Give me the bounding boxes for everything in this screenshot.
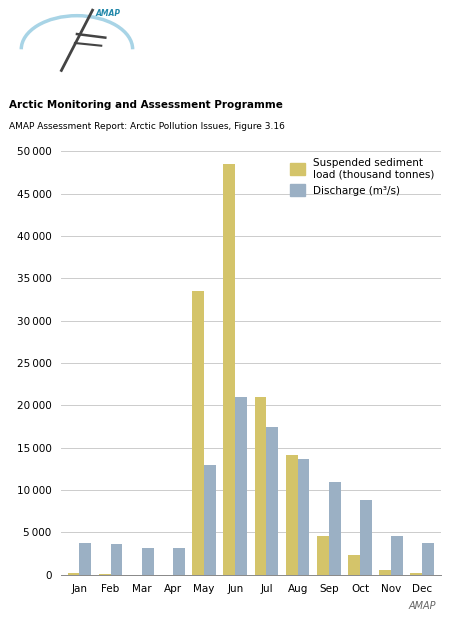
Bar (317, 536, 329, 575)
Bar (410, 573, 422, 575)
Bar (360, 500, 372, 575)
Bar (391, 536, 403, 575)
Bar (80, 543, 91, 575)
Text: AMAP: AMAP (409, 601, 436, 611)
Text: AMAP: AMAP (95, 9, 120, 18)
Bar (255, 397, 266, 575)
Bar (348, 555, 360, 575)
Bar (204, 465, 216, 575)
Bar (422, 543, 434, 575)
Bar (99, 574, 111, 575)
Bar (68, 573, 80, 575)
Bar (235, 397, 247, 575)
Legend: Suspended sediment
load (thousand tonnes), Discharge (m³/s): Suspended sediment load (thousand tonnes… (286, 153, 439, 200)
Bar (192, 291, 204, 575)
Bar (224, 164, 235, 575)
Bar (142, 548, 153, 575)
Bar (266, 426, 278, 575)
Bar (379, 570, 391, 575)
Bar (329, 481, 341, 575)
Bar (111, 544, 122, 575)
Bar (297, 459, 310, 575)
Text: AMAP Assessment Report: Arctic Pollution Issues, Figure 3.16: AMAP Assessment Report: Arctic Pollution… (9, 122, 285, 131)
Bar (286, 454, 297, 575)
Bar (173, 548, 185, 575)
Text: Arctic Monitoring and Assessment Programme: Arctic Monitoring and Assessment Program… (9, 99, 283, 109)
